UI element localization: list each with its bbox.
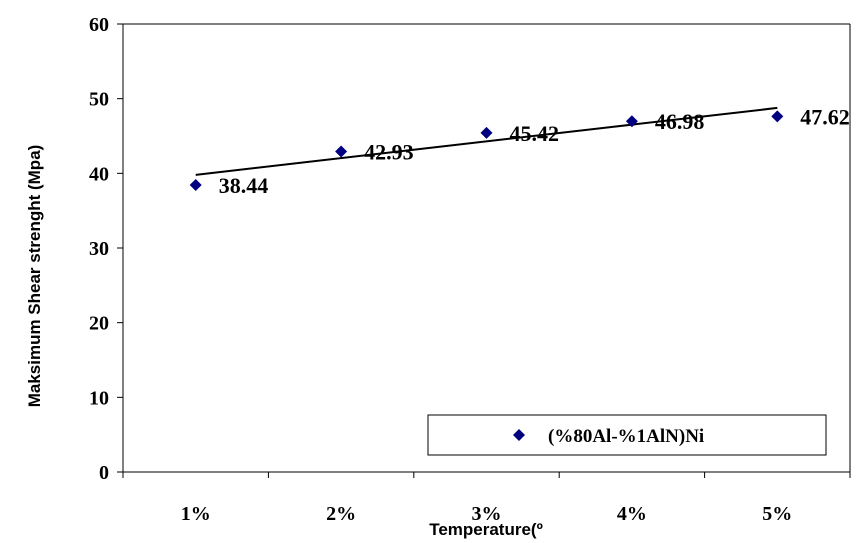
y-axis-ticks: 0 10 20 30 40 50 60 <box>89 14 123 484</box>
data-point <box>189 178 202 191</box>
data-point <box>335 145 348 158</box>
legend-marker-icon <box>513 429 525 441</box>
y-tick-label: 40 <box>89 163 109 185</box>
x-axis-title: Temperature(º <box>429 520 543 539</box>
data-label: 42.93 <box>364 139 414 164</box>
data-label: 38.44 <box>219 173 269 198</box>
x-tick-label: 1% <box>181 503 211 525</box>
y-tick-label: 50 <box>89 89 109 111</box>
y-tick-label: 20 <box>89 313 109 335</box>
x-tick-label: 5% <box>762 503 792 525</box>
data-points <box>189 110 784 191</box>
legend-box <box>427 414 827 456</box>
legend: (%80Al-%1AlN)Ni <box>427 414 827 456</box>
y-axis-title: Maksimum Shear strenght (Mpa) <box>25 145 44 408</box>
y-tick-label: 60 <box>89 14 109 36</box>
plot-area <box>122 23 851 473</box>
x-tick-label: 4% <box>617 503 647 525</box>
trendline <box>195 106 778 176</box>
y-tick-label: 0 <box>99 462 109 484</box>
y-tick-label: 30 <box>89 238 109 260</box>
data-label: 45.42 <box>510 121 560 146</box>
legend-label: (%80Al-%1AlN)Ni <box>548 426 704 447</box>
data-point <box>625 115 638 128</box>
x-tick-label: 2% <box>326 503 356 525</box>
data-label: 46.98 <box>655 109 705 134</box>
x-axis-ticks: 1% 2% 3% 4% 5% <box>122 472 851 525</box>
data-labels: 38.44 42.93 45.42 46.98 47.62 <box>219 104 850 198</box>
data-label: 47.62 <box>800 104 850 129</box>
y-tick-label: 10 <box>89 387 109 409</box>
x-tick-label: 3% <box>472 503 502 525</box>
data-point <box>771 110 784 123</box>
data-point <box>480 126 493 139</box>
